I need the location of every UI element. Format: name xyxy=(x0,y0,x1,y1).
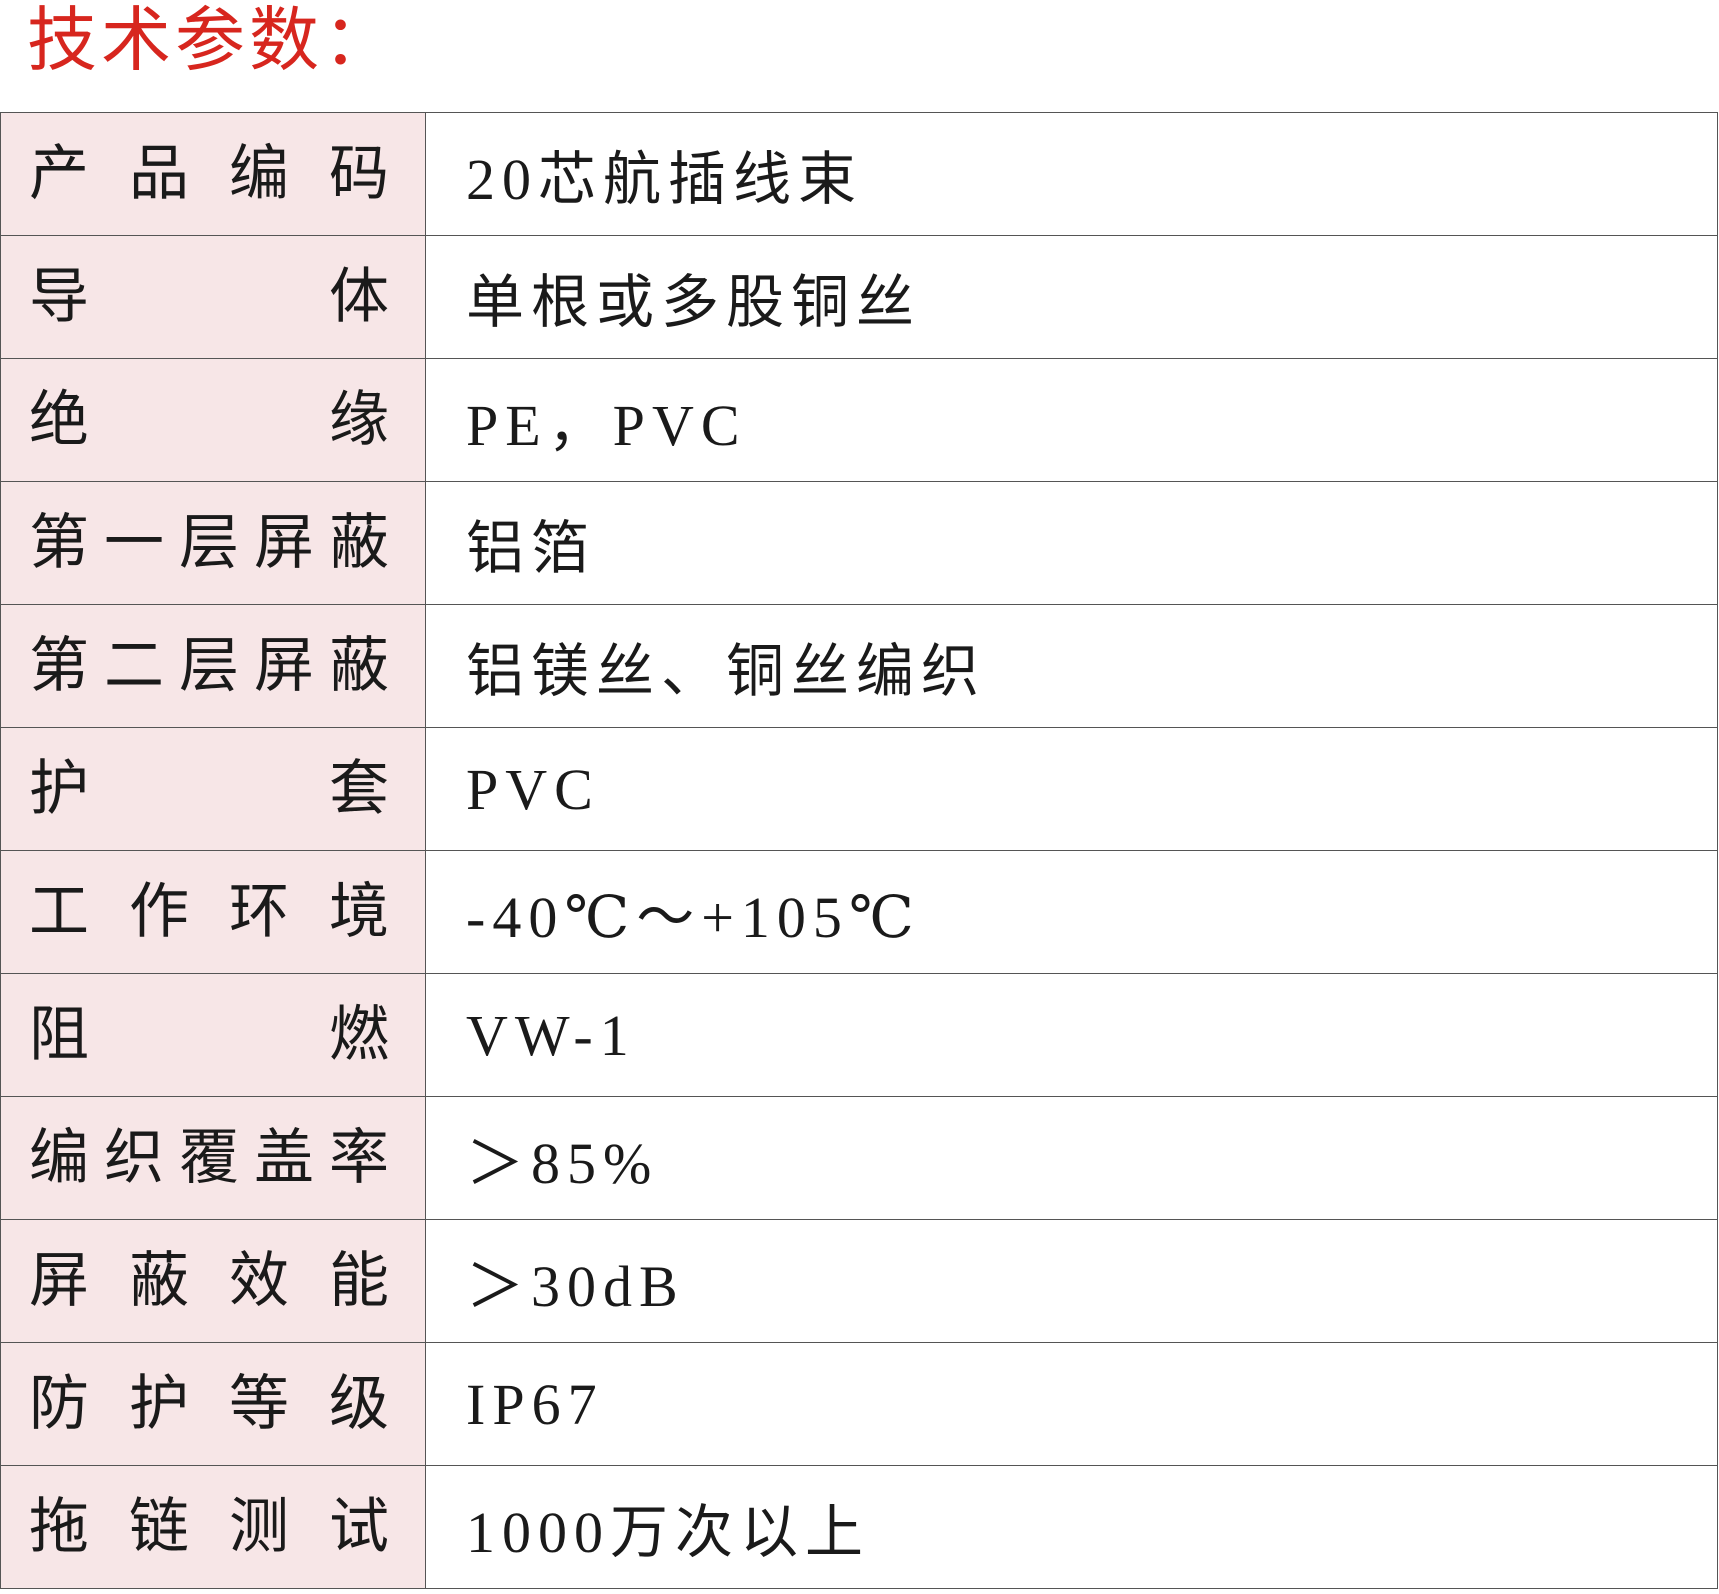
spec-label-cell: 产品编码 xyxy=(0,112,426,236)
spec-label-cell: 防护等级 xyxy=(0,1342,426,1466)
table-row: 编织覆盖率 ＞85% xyxy=(0,1096,1718,1220)
spec-label: 第一层屏蔽 xyxy=(29,510,389,576)
table-row: 工作环境 -40℃～+105℃ xyxy=(0,850,1718,974)
table-row: 拖链测试 1000万次以上 xyxy=(0,1465,1718,1589)
spec-value: PVC xyxy=(425,727,1718,851)
spec-label: 绝缘 xyxy=(29,387,389,453)
spec-value: ＞85% xyxy=(425,1096,1718,1220)
table-row: 第一层屏蔽 铝箔 xyxy=(0,481,1718,605)
spec-value: 20芯航插线束 xyxy=(425,112,1718,236)
spec-value: 铝箔 xyxy=(425,481,1718,605)
spec-table: 产品编码 20芯航插线束 导体 单根或多股铜丝 绝缘 PE，PVC 第一层屏蔽 铝箔 第二层屏蔽… xyxy=(0,112,1718,1589)
spec-label: 工作环境 xyxy=(29,879,389,945)
page-title: 技术参数： xyxy=(27,3,397,80)
spec-label-cell: 第一层屏蔽 xyxy=(0,481,426,605)
spec-label-cell: 阻燃 xyxy=(0,973,426,1097)
spec-label: 护套 xyxy=(29,756,389,822)
table-row: 防护等级 IP67 xyxy=(0,1342,1718,1466)
spec-label: 导体 xyxy=(29,264,389,330)
table-row: 第二层屏蔽 铝镁丝、铜丝编织 xyxy=(0,604,1718,728)
spec-label: 第二层屏蔽 xyxy=(29,633,389,699)
spec-value: 铝镁丝、铜丝编织 xyxy=(425,604,1718,728)
spec-label: 产品编码 xyxy=(29,141,389,207)
spec-label-cell: 导体 xyxy=(0,235,426,359)
spec-value: 单根或多股铜丝 xyxy=(425,235,1718,359)
table-row: 护套 PVC xyxy=(0,727,1718,851)
spec-label: 防护等级 xyxy=(29,1371,389,1437)
spec-label-cell: 拖链测试 xyxy=(0,1465,426,1589)
spec-label-cell: 护套 xyxy=(0,727,426,851)
spec-value: PE，PVC xyxy=(425,358,1718,482)
spec-label-cell: 编织覆盖率 xyxy=(0,1096,426,1220)
spec-label: 拖链测试 xyxy=(29,1494,389,1560)
spec-label-cell: 工作环境 xyxy=(0,850,426,974)
spec-value: ＞30dB xyxy=(425,1219,1718,1343)
spec-label: 编织覆盖率 xyxy=(29,1125,389,1191)
table-row: 绝缘 PE，PVC xyxy=(0,358,1718,482)
table-row: 屏蔽效能 ＞30dB xyxy=(0,1219,1718,1343)
spec-label: 阻燃 xyxy=(29,1002,389,1068)
spec-value: IP67 xyxy=(425,1342,1718,1466)
spec-value: -40℃～+105℃ xyxy=(425,850,1718,974)
spec-label-cell: 屏蔽效能 xyxy=(0,1219,426,1343)
table-row: 产品编码 20芯航插线束 xyxy=(0,112,1718,236)
spec-label: 屏蔽效能 xyxy=(29,1248,389,1314)
table-row: 导体 单根或多股铜丝 xyxy=(0,235,1718,359)
spec-label-cell: 第二层屏蔽 xyxy=(0,604,426,728)
spec-value: 1000万次以上 xyxy=(425,1465,1718,1589)
table-row: 阻燃 VW-1 xyxy=(0,973,1718,1097)
spec-value: VW-1 xyxy=(425,973,1718,1097)
spec-label-cell: 绝缘 xyxy=(0,358,426,482)
